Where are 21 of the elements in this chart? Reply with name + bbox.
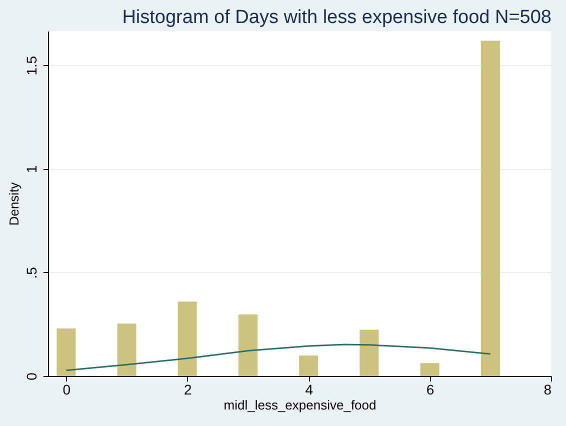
- line-series: [65, 344, 492, 372]
- chart-title: Histogram of Days with less expensive food N=508: [122, 7, 552, 28]
- y-tick-label: 1.5: [24, 56, 40, 76]
- x-tick-label: 8: [544, 382, 552, 398]
- bar: [238, 314, 258, 376]
- y-axis-title: Density: [6, 182, 22, 226]
- bar: [178, 302, 197, 376]
- bar: [117, 324, 136, 376]
- bar: [360, 330, 379, 376]
- x-tick-label: 0: [62, 382, 71, 398]
- x-tick-label: 6: [426, 382, 434, 398]
- x-tick-label: 4: [305, 382, 314, 398]
- bar: [299, 355, 318, 376]
- y-tick-label: 1: [24, 165, 40, 174]
- bar: [420, 363, 440, 376]
- x-axis-title: midl_less_expensive_food: [224, 398, 376, 412]
- y-tick-label: 0: [24, 372, 40, 380]
- bar: [56, 328, 76, 376]
- y-tick-label: .5: [24, 266, 40, 279]
- x-tick-label: 2: [184, 382, 192, 398]
- bar: [480, 40, 500, 376]
